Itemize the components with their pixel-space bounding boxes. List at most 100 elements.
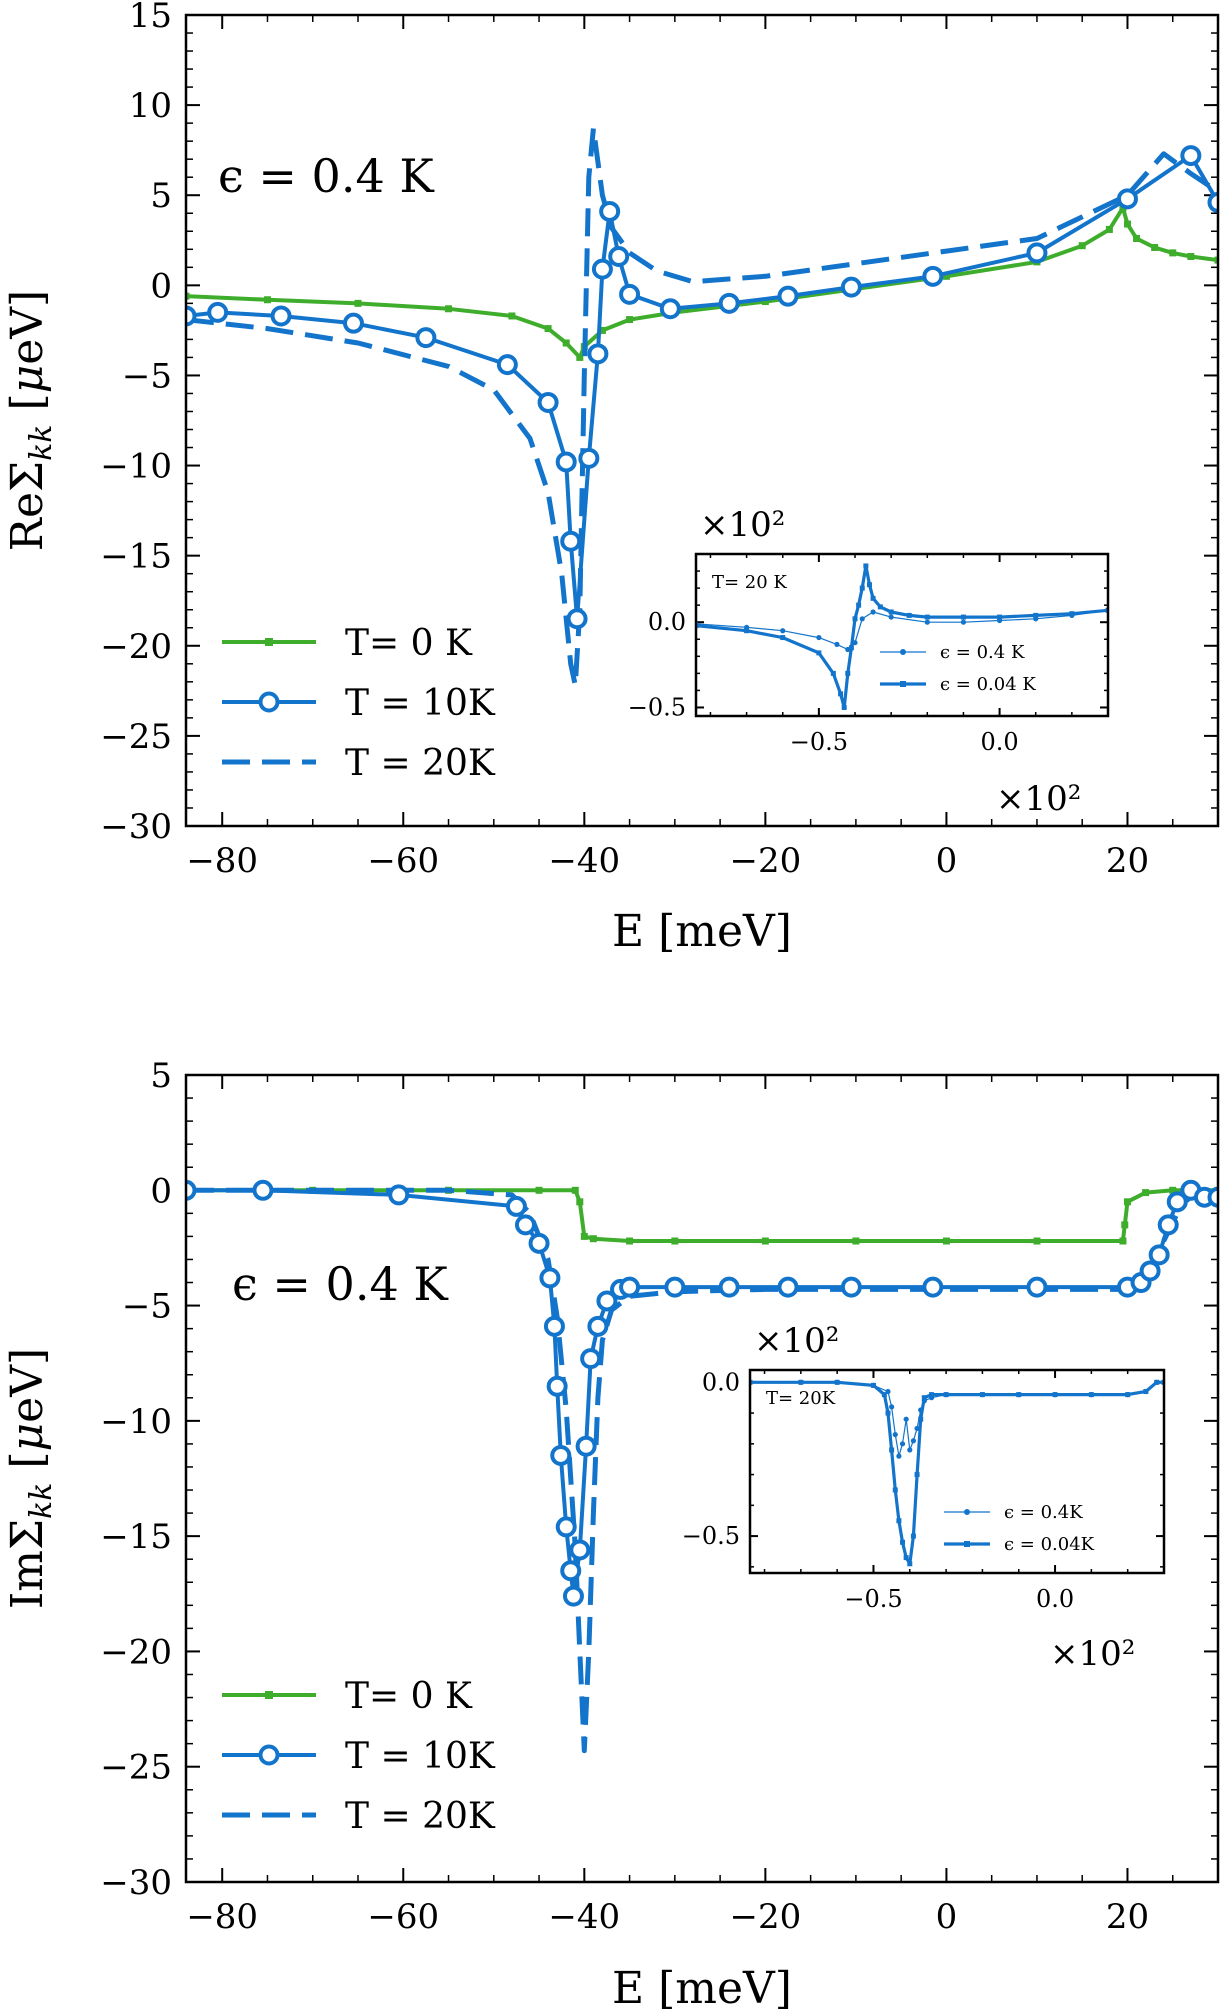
bottom-panel-inset-series-1-point	[1125, 1392, 1131, 1398]
y-tick-label: 10	[129, 86, 172, 126]
bottom-panel-inset-series-0-point	[903, 1416, 909, 1422]
bottom-panel-inset-series-1-point	[1088, 1392, 1094, 1398]
top-panel-inset-series-1-point	[859, 585, 865, 591]
top-panel-series-1-point	[718, 292, 740, 314]
y-tick-label: 0	[150, 1171, 172, 1211]
x-tick-label: 20	[1106, 841, 1149, 881]
bottom-panel-inset-series-1-point	[979, 1392, 985, 1398]
bottom-panel-series-0-point	[626, 1237, 634, 1245]
top-panel-series-1-point	[207, 301, 229, 323]
legend-item: T= 0 K	[222, 623, 473, 664]
inset-legend-item: ϵ = 0.04K	[944, 1534, 1095, 1555]
bottom-panel-series-0-line	[186, 1188, 1218, 1243]
bottom-panel-series-0-point	[580, 1232, 588, 1240]
bottom-panel-inset-series-1-point	[798, 1379, 804, 1385]
top-panel-series-0-point	[354, 299, 362, 307]
bottom-panel-inset-series-0-point	[914, 1425, 920, 1432]
top-panel-series-1-point	[566, 608, 588, 630]
top-panel-series-0-line	[186, 205, 1218, 360]
top-panel-inset-series-1-point	[1033, 612, 1039, 618]
top-panel-series-0-point	[761, 298, 769, 306]
top-panel-inset-series-0-point	[780, 628, 786, 634]
bottom-panel-series-0-point	[1033, 1237, 1041, 1245]
bottom-panel-series-0	[186, 1186, 1218, 1245]
top-panel-series-0-point	[1078, 242, 1086, 250]
top-panel-series-1-point	[270, 305, 292, 327]
bottom-panel-series-0-point	[571, 1186, 579, 1194]
top-panel-series-0-point	[1133, 234, 1141, 242]
bottom-panel-series-0-point	[1121, 1221, 1129, 1229]
top-panel-series-1-point	[342, 312, 364, 334]
legend-swatch-marker	[258, 1744, 280, 1766]
y-tick-label: 5	[150, 1056, 172, 1096]
bottom-panel-inset-series-1-line	[750, 1380, 1164, 1566]
legend-label: T = 10K	[345, 1736, 496, 1777]
inset-legend-marker	[964, 1541, 970, 1547]
y-tick-label: −10	[100, 447, 172, 487]
legend-item: T = 10K	[222, 683, 496, 724]
bottom-panel-series-1-point	[1026, 1276, 1048, 1298]
x-tick-label: −20	[729, 1897, 801, 1937]
bottom-panel-series-1-point	[514, 1214, 536, 1236]
x-tick-label: 0	[936, 841, 958, 881]
top-panel-series-1-point	[1207, 191, 1218, 213]
top-panel-series-1-point	[599, 200, 621, 222]
bottom-panel-series-1-point	[1207, 1186, 1218, 1208]
bottom-panel-inset-series-0-point	[899, 1441, 906, 1447]
top-panel-series-1	[186, 145, 1218, 630]
top-panel-series-0-point	[263, 296, 271, 304]
bottom-panel-series-1-point	[1166, 1191, 1188, 1213]
bottom-panel-inset-series-1-point	[834, 1379, 840, 1385]
bottom-panel-series-1-point	[543, 1315, 565, 1337]
y-axis-label: ReΣkk [μeV]	[2, 290, 59, 551]
top-panel-series-2-line	[186, 126, 1218, 688]
top-panel-inset-series-1-point	[877, 604, 883, 610]
legend-label: T = 20K	[345, 743, 496, 784]
top-panel-frame	[184, 13, 1220, 828]
bottom-panel-series-0-point	[1123, 1198, 1131, 1206]
bottom-panel-inset-series-0-point	[907, 1447, 913, 1453]
bottom-panel-series-1-point	[777, 1276, 799, 1298]
legend-label: T = 20K	[345, 1796, 496, 1837]
bottom-panel-inset-series-1-point	[943, 1392, 949, 1398]
top-panel-inset-series-1-point	[960, 614, 966, 620]
top-panel-inset-series-0-point	[924, 619, 930, 625]
bottom-panel-inset-series-1-point	[900, 1539, 906, 1545]
y-tick-label: 5	[150, 176, 172, 216]
top-panel-series-0-point	[598, 326, 606, 334]
bottom-panel-series-1-point	[388, 1184, 410, 1206]
top-panel-inset-series-1-point	[744, 628, 750, 634]
bottom-panel-series-1-point	[528, 1232, 550, 1254]
inset-frame	[694, 552, 1110, 718]
top-panel-series-0-point	[576, 353, 584, 361]
inset-x-tick-label: 0.0	[980, 728, 1018, 756]
inset-legend-item: ϵ = 0.4 K	[880, 642, 1025, 663]
top-panel-inset-series-1-point	[848, 645, 854, 651]
x-axis-label: E [meV]	[612, 1963, 792, 2014]
annotation-epsilon: ϵ = 0.4 K	[232, 1257, 449, 1311]
top-panel-inset-series-1-point	[924, 614, 930, 620]
bottom-panel-series-1-point	[718, 1276, 740, 1298]
bottom-panel-inset-series-1-point	[1143, 1389, 1149, 1395]
x-tick-label: 20	[1106, 1897, 1149, 1937]
top-panel-inset-series-0-line	[696, 609, 1108, 651]
y-tick-label: 15	[129, 0, 172, 36]
x-tick-label: −20	[729, 841, 801, 881]
bottom-panel-series-0-point	[761, 1237, 769, 1245]
top-panel-inset-series-1-line	[696, 564, 1108, 710]
top-panel-inset-series-1-point	[870, 595, 876, 601]
legend-label: T = 10K	[345, 683, 496, 724]
y-tick-label: −5	[122, 356, 172, 396]
inset-legend-item: ϵ = 0.04 K	[880, 674, 1036, 695]
bottom-panel-series-1-point	[619, 1276, 641, 1298]
inset-plot-area	[750, 1379, 1164, 1567]
legend-item: T= 0 K	[222, 1676, 473, 1717]
top-panel-series-0-point	[1214, 256, 1218, 264]
bottom-panel-series-1	[186, 1179, 1218, 1607]
bottom-panel-series-1-point	[550, 1444, 572, 1466]
bottom-panel-series-1-point	[546, 1375, 568, 1397]
top-panel-inset-series-1-point	[1069, 611, 1075, 617]
top-panel-inset-series-0-point	[888, 614, 894, 620]
top-panel-series-1-point	[578, 447, 600, 469]
legend-swatch-marker	[265, 638, 273, 646]
